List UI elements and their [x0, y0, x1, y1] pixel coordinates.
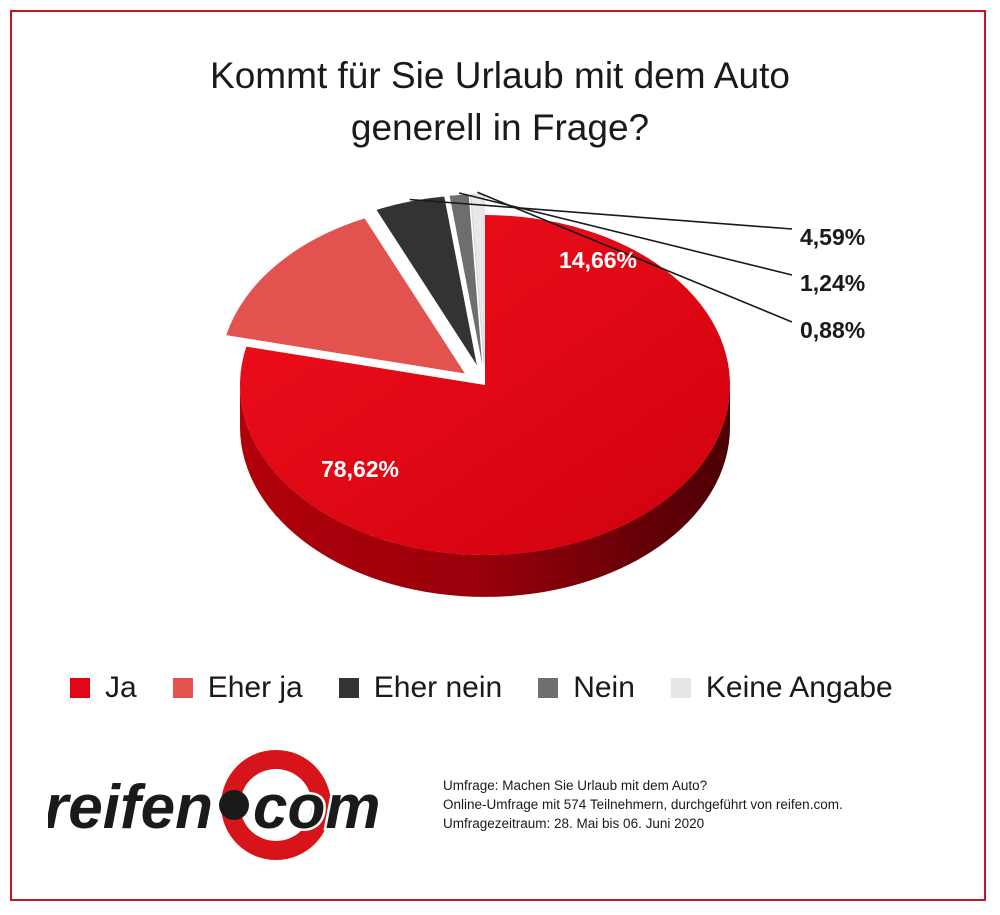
leader-line-keine-angabe [477, 191, 793, 323]
data-label-nein: 1,24% [800, 270, 865, 296]
pie-slice-keine-angabe [470, 193, 485, 365]
legend-swatch-ja [70, 678, 90, 698]
footnote-line-1: Umfrage: Machen Sie Urlaub mit dem Auto? [443, 778, 708, 793]
logo-dot [219, 790, 249, 820]
chart-title-line-2: generell in Frage? [350, 107, 650, 148]
footnote-line-2: Online-Umfrage mit 574 Teilnehmern, durc… [443, 797, 843, 812]
logo-text-com: com [253, 773, 380, 842]
footnote-line-3: Umfragezeitraum: 28. Mai bis 06. Juni 20… [443, 816, 705, 831]
footnote: Umfrage: Machen Sie Urlaub mit dem Auto?… [443, 776, 843, 833]
leader-line-nein [458, 192, 793, 276]
legend-item-eher-nein: Eher nein [338, 671, 503, 705]
legend-item-nein: Nein [538, 671, 635, 705]
pie-side-ja [240, 385, 730, 597]
data-label-eher-nein: 4,59% [800, 224, 865, 250]
data-label-eher-ja: 14,66% [559, 247, 637, 273]
legend-swatch-keine-angabe [670, 678, 691, 698]
legend-item-ja: Ja [70, 671, 137, 705]
pie-slices [226, 193, 731, 555]
reifen-com-logo: reifen com [48, 750, 383, 860]
pie-slice-nein [449, 194, 483, 365]
chart-title: Kommt für Sie Urlaub mit dem Auto genere… [0, 50, 1000, 154]
pie-slice-eher-ja [226, 218, 465, 374]
pie-leader-lines [409, 191, 793, 323]
logo-ring-inner [240, 769, 312, 841]
data-label-keine-angabe: 0,88% [800, 317, 865, 343]
legend-label-keine-angabe: Keine Angabe [705, 671, 893, 704]
legend-item-keine-angabe: Keine Angabe [670, 671, 893, 705]
chart-title-line-1: Kommt für Sie Urlaub mit dem Auto [210, 55, 790, 96]
legend-label-eher-ja: Eher ja [207, 671, 303, 704]
pie-chart: 78,62% 14,66% 4,59% 1,24% 0,88% [226, 191, 865, 597]
logo-text-reifen: reifen [48, 773, 213, 842]
legend-swatch-eher-ja [172, 678, 193, 698]
pie-side-walls [240, 385, 730, 597]
legend: Ja Eher ja Eher nein Nein Keine Angabe [70, 668, 929, 708]
legend-label-nein: Nein [573, 671, 635, 704]
pie-data-labels: 78,62% 14,66% 4,59% 1,24% 0,88% [321, 224, 865, 482]
leader-line-eher-nein [409, 198, 793, 230]
legend-swatch-eher-nein [338, 678, 359, 698]
legend-item-eher-ja: Eher ja [172, 671, 303, 705]
data-label-ja: 78,62% [321, 456, 399, 482]
pie-slice-eher-nein [376, 196, 477, 365]
legend-swatch-nein [538, 678, 559, 698]
legend-label-eher-nein: Eher nein [373, 671, 503, 704]
page-frame [10, 10, 986, 901]
pie-slice-ja [240, 215, 731, 555]
legend-label-ja: Ja [105, 671, 137, 704]
